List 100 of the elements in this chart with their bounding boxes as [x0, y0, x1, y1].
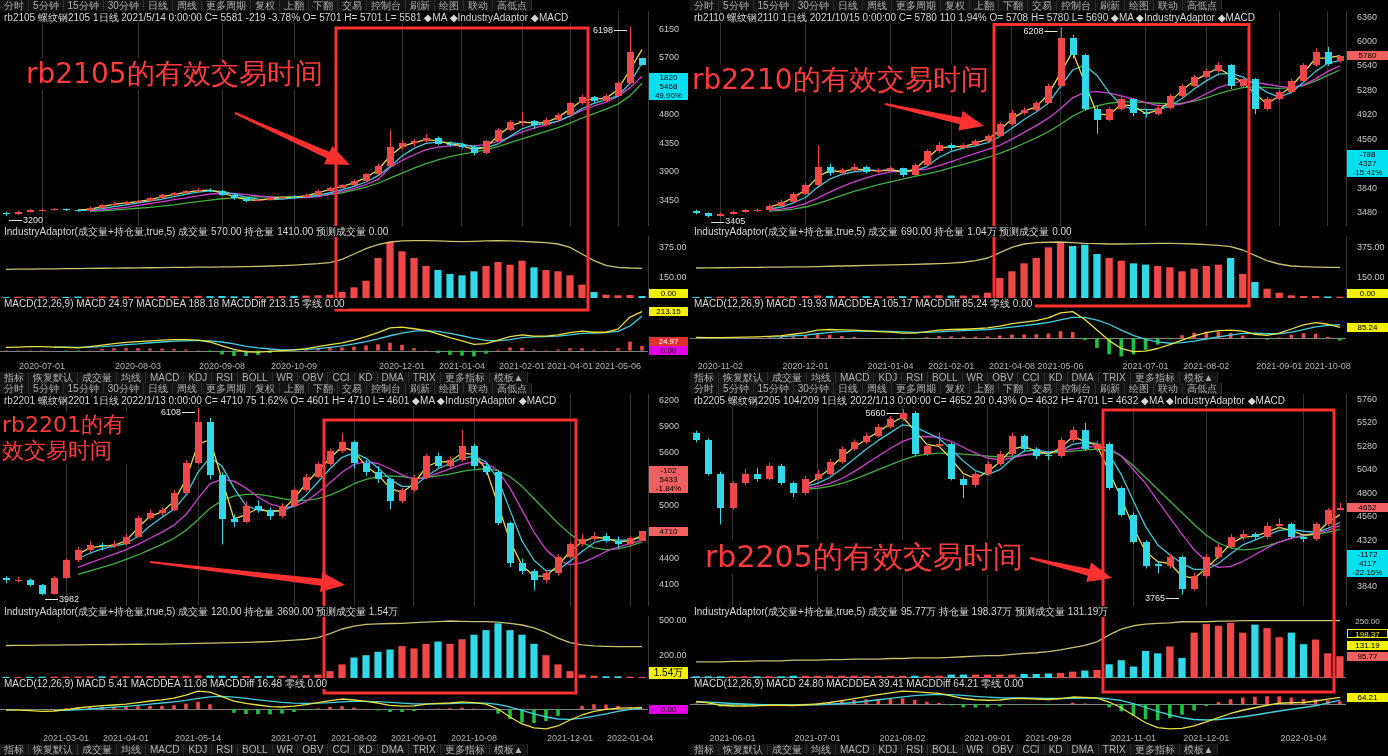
text: 0.00	[649, 705, 688, 714]
text: 1.54万	[649, 667, 688, 679]
x-tick-label: 2020-09-08	[198, 360, 246, 371]
chart-title: IndustryAdaptor(成交量+持仓量,true,5) 成交量 690.00 持仓量 1.04万 预测成交量 0.00	[694, 226, 1075, 237]
x-tick-label: 2020-12-01	[378, 360, 426, 371]
x-tick-label: 2021-10-08	[450, 732, 498, 743]
y-tick-label: 5640	[1357, 60, 1378, 71]
x-tick-label: 2020-12-01	[782, 360, 829, 371]
text: -102	[649, 466, 688, 475]
chart-title: rb2201 螺纹钢2201 1日线 2022/1/13 0:00:00 C= 4710 75 1.62% O= 4601 H= 4710 L= 4601 ◆MA ◆IndustryAdaptor ◆MACD	[4, 395, 560, 406]
x-tick-label: 2021-11-01	[1110, 732, 1157, 743]
text: 5433	[649, 475, 688, 484]
y-tick-label: 5700	[659, 52, 680, 63]
y-tick-label: 6200	[659, 394, 680, 405]
y-tick-label: 5600	[659, 447, 680, 458]
chart-title: rb2105 螺纹钢2105 1日线 2021/5/14 0:00:00 C= 5581 -219 -3.78% O= 5701 H= 5701 L= 5581 ◆MA ◆IndustryAdaptor ◆MACD	[4, 12, 572, 23]
chart-title: IndustryAdaptor(成交量+持仓量,true,5) 成交量 570.00 持仓量 1410.00 预测成交量 0.00	[4, 226, 392, 237]
y-tick-label: 5900	[659, 421, 680, 432]
y-tick-label: 4350	[659, 137, 680, 148]
x-tick-label: 2021-02-01	[498, 360, 546, 371]
annotation: 3200	[23, 214, 44, 225]
chart-title: MACD(12,26,9) MACD 24.80 MACDDEA 39.41 MACDDiff 64.21 零线 0.00	[694, 678, 1027, 689]
y-tick-label: 375.00	[1357, 242, 1385, 253]
chart-title: MACD(12,26,9) MACD 24.97 MACDDEA 188.18 MACDDiff 213.15 零线 0.00	[4, 298, 348, 309]
x-tick-label: 2021-07-01	[1122, 360, 1169, 371]
text: 64.21	[1347, 693, 1388, 702]
x-tick-label: 2021-08-02	[1183, 360, 1230, 371]
annotation: 3405	[725, 216, 746, 227]
text: 4117	[1347, 559, 1388, 568]
text: 4652	[1347, 503, 1388, 512]
text: 0.00	[649, 346, 688, 355]
text: 131.19	[1347, 641, 1388, 650]
y-tick-label: 6000	[1357, 36, 1378, 46]
text: 4710	[649, 527, 688, 536]
text: 分时 5分钟 15分钟 30分钟 日线 周线 更多周期 复权 上翻 下翻 交易 控制台 刷新 绘图 联动 高低点	[4, 0, 527, 11]
chart-title: MACD(12,26,9) MACD -19.93 MACDDEA 105.17 MACDDiff 85.24 零线 0.00	[694, 298, 1036, 309]
y-tick-label: 5760	[1357, 393, 1378, 404]
x-tick-label: 2021-10-08	[1304, 360, 1351, 371]
x-tick-label: 2022-01-04	[1280, 732, 1327, 743]
text: 1820	[649, 73, 688, 82]
y-tick-label: 6150	[659, 23, 680, 34]
x-tick-label: 2021-09-01	[1256, 360, 1303, 371]
x-tick-label: 2021-09-01	[390, 732, 438, 743]
annotation: 6208	[1023, 25, 1044, 36]
annotation: 3982	[59, 593, 80, 604]
text: 分时 5分钟 15分钟 30分钟 日线 周线 更多周期 复权 上翻 下翻 交易 控制台 刷新 绘图 联动 高低点	[4, 383, 527, 394]
x-tick-label: 2020-11-02	[697, 360, 744, 371]
text: -1172	[1347, 550, 1388, 559]
x-tick-label: 2021-08-02	[330, 732, 378, 743]
x-tick-label: 2022-01-04	[606, 732, 654, 743]
x-tick-label: 2021-05-14	[174, 732, 222, 743]
x-tick-label: 2021-08-02	[879, 732, 926, 743]
text: 0.00	[649, 289, 688, 298]
x-tick-label: 2021-07-01	[794, 732, 841, 743]
y-tick-label: 4320	[1357, 534, 1378, 545]
text: -22.16%	[1347, 568, 1388, 577]
annotation: 5660	[865, 407, 886, 418]
chart-title: rb2205 螺纹钢2205 104/209 1日线 2022/1/13 0:00:00 C= 4652 20 0.43% O= 4632 H= 4701 L= 4632 ◆MA ◆IndustryAdaptor ◆MACD	[694, 395, 1289, 406]
y-tick-label: 4920	[1357, 109, 1378, 120]
x-tick-label: 2021-04-01	[546, 360, 594, 371]
x-tick-label: 2021-09-01	[964, 732, 1011, 743]
text: 指标 恢复默认 成交量 均线 MACD KDJ RSI BOLL WR OBV CCI KD DMA TRIX 更多指标 模板▲	[4, 372, 524, 383]
y-tick-label: 3900	[659, 166, 680, 177]
x-tick-label: 2020-08-03	[114, 360, 162, 371]
y-tick-label: 3840	[1357, 182, 1378, 193]
text: 24.97	[649, 337, 688, 346]
x-tick-label: 2021-04-01	[102, 732, 150, 743]
y-tick-label: 4560	[1357, 133, 1378, 144]
y-tick-label: 5000	[659, 500, 680, 511]
y-tick-label: 5520	[1357, 417, 1378, 428]
annotation: 6108	[160, 406, 181, 417]
text: 分时 5分钟 15分钟 30分钟 日线 周线 更多周期 复权 上翻 下翻 交易 控制台 刷新 绘图 联动 高低点	[694, 0, 1217, 11]
annotation: 3765	[1144, 592, 1165, 603]
y-tick-label: 200.00	[659, 649, 687, 660]
y-tick-label: 4560	[1357, 511, 1378, 522]
text: 0.00	[1347, 289, 1388, 298]
text: 4327	[1347, 159, 1388, 168]
y-tick-label: 4800	[659, 109, 680, 120]
text: 85.24	[1347, 323, 1388, 332]
y-tick-label: 4800	[1357, 487, 1378, 498]
x-tick-label: 2021-01-04	[867, 360, 914, 371]
x-tick-label: 2020-07-01	[18, 360, 66, 371]
annotation: rb2205的有效交易时间	[705, 539, 1023, 574]
y-tick-label: 3480	[1357, 206, 1378, 217]
text: -788	[1347, 150, 1388, 159]
annotation: rb2201的有效交易时间	[2, 412, 137, 464]
y-tick-label: 500.00	[659, 615, 687, 626]
chart-title: MACD(12,26,9) MACD 5.41 MACDDEA 11.08 MACDDiff 16.48 零线 0.00	[4, 678, 331, 689]
annotation: 6198	[592, 24, 613, 35]
text: 5780	[1347, 51, 1388, 60]
x-tick-label: 2021-07-01	[270, 732, 318, 743]
y-tick-label: 375.00	[659, 242, 687, 253]
text: 指标 恢复默认 成交量 均线 MACD KDJ RSI BOLL WR OBV CCI KD DMA TRIX 更多指标 模板▲	[4, 744, 524, 755]
text: 49.90%	[649, 91, 688, 100]
x-tick-label: 2021-12-01	[546, 732, 594, 743]
x-tick-label: 2021-05-06	[1037, 360, 1084, 371]
y-tick-label: 4100	[659, 579, 680, 590]
text: 250.00	[1354, 617, 1381, 626]
y-tick-label: 3450	[659, 194, 680, 205]
y-tick-label: 5040	[1357, 464, 1378, 475]
